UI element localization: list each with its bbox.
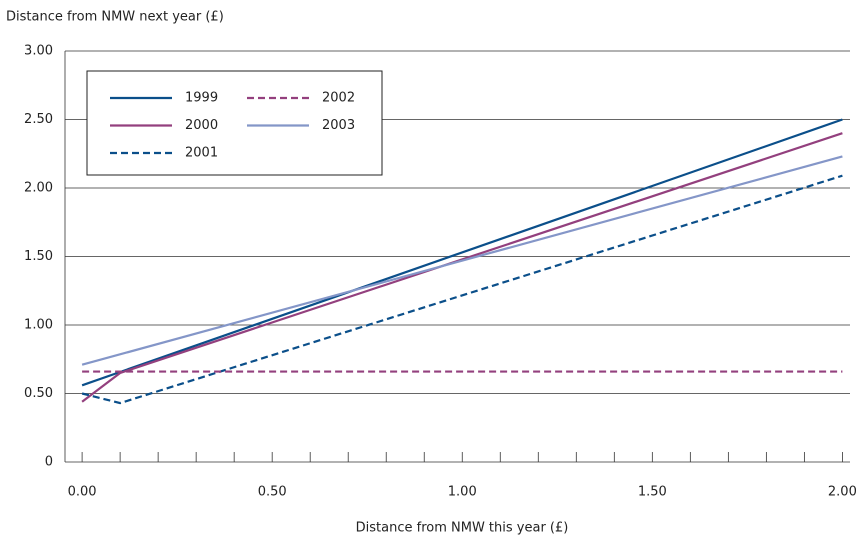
- legend-label: 2003: [322, 118, 355, 133]
- y-tick-label: 1.00: [24, 318, 53, 333]
- series-line: [81, 132, 843, 403]
- y-tick-label: 1.50: [24, 249, 53, 264]
- x-tick-label: 2.00: [828, 485, 857, 500]
- series-line: [81, 155, 843, 366]
- legend-label: 2001: [185, 146, 218, 161]
- y-tick-label: 0: [45, 455, 53, 470]
- x-tick-label: 0.00: [68, 485, 97, 500]
- series-line: [81, 174, 843, 405]
- legend-label: 2000: [185, 118, 218, 133]
- x-tick-label: 1.50: [638, 485, 667, 500]
- legend-label: 2002: [322, 91, 355, 106]
- y-tick-label: 3.00: [24, 44, 53, 59]
- legend-box: [86, 70, 383, 176]
- y-tick-label: 2.00: [24, 181, 53, 196]
- y-tick-label: 2.50: [24, 112, 53, 127]
- x-tick-label: 0.50: [258, 485, 287, 500]
- x-axis-title: Distance from NMW this year (£): [356, 521, 569, 536]
- y-axis-title: Distance from NMW next year (£): [6, 10, 224, 25]
- legend-label: 1999: [185, 91, 218, 106]
- y-tick-label: 0.50: [24, 386, 53, 401]
- x-tick-label: 1.00: [448, 485, 477, 500]
